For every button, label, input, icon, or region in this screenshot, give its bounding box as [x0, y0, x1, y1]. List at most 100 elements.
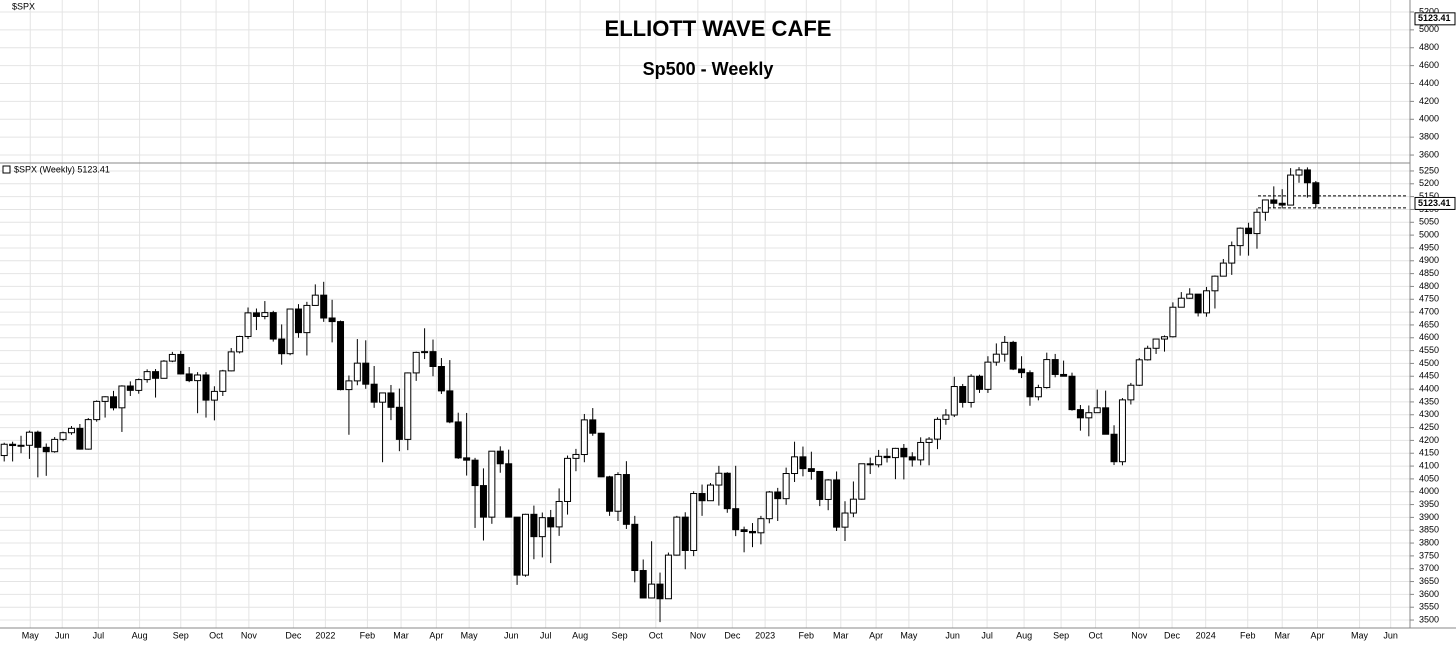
candle-body [0, 443, 8, 457]
x-tick-label: Nov [241, 630, 258, 640]
candle-body [177, 353, 185, 375]
candle-body [1068, 375, 1076, 411]
candle-body [782, 473, 790, 500]
candle-body [320, 294, 328, 319]
candle-body [547, 517, 555, 528]
candle-body [639, 570, 647, 599]
candle-body [580, 419, 588, 456]
x-tick-label: Dec [724, 630, 741, 640]
candle-body [530, 513, 538, 538]
main-legend: $SPX (Weekly) 5123.41 [14, 164, 110, 174]
candle-body [286, 308, 294, 355]
x-tick-label: Oct [1089, 630, 1104, 640]
candle-body [933, 418, 941, 440]
legend-icon [2, 165, 11, 174]
x-tick-label: Aug [1016, 630, 1032, 640]
candle-body [1312, 182, 1320, 205]
candle-body [521, 513, 529, 576]
candle-body [740, 529, 748, 533]
x-tick-label: Jun [504, 630, 519, 640]
y-tick-label: 4150 [1419, 448, 1439, 458]
candle-body [749, 531, 757, 534]
candle-body [908, 456, 916, 461]
candle-body [757, 518, 765, 534]
y-tick-label: 4800 [1419, 281, 1439, 291]
candle-body [101, 396, 109, 402]
candle-body [345, 380, 353, 391]
candle-body [631, 523, 639, 572]
x-tick-label: Apr [1311, 630, 1325, 640]
candle-body [1228, 245, 1236, 264]
x-tick-label: Oct [649, 630, 664, 640]
x-tick-label: May [22, 630, 40, 640]
candle-body [833, 479, 841, 528]
y-tick-label: 4250 [1419, 422, 1439, 432]
candle-body [454, 421, 462, 459]
x-tick-label: Sep [612, 630, 628, 640]
candle-body [202, 374, 210, 401]
candle-body [597, 432, 605, 478]
x-tick-label: Jun [945, 630, 960, 640]
x-tick-label: 2023 [755, 630, 775, 640]
x-tick-label: May [461, 630, 479, 640]
candle-body [471, 459, 479, 487]
x-tick-label: Jul [981, 630, 993, 640]
x-tick-label: Apr [429, 630, 443, 640]
candle-body [42, 446, 50, 453]
candle-body [1001, 341, 1009, 355]
candle-body [656, 583, 664, 600]
y-tick-label: 4800 [1419, 42, 1439, 52]
x-tick-label: Nov [1131, 630, 1148, 640]
candle-body [715, 472, 723, 486]
y-tick-label: 3850 [1419, 525, 1439, 535]
candle-body [984, 361, 992, 390]
y-tick-label: 5250 [1419, 165, 1439, 175]
labels: 3500 3550 3600 3650 3700 3750 3800 3850 3900 3950… [22, 6, 1456, 640]
candle-body [135, 379, 143, 391]
y-tick-label: 5200 [1419, 178, 1439, 188]
candle-body [1135, 359, 1143, 386]
grid [0, 0, 1410, 628]
y-tick-label: 4700 [1419, 306, 1439, 316]
x-tick-label: Oct [209, 630, 224, 640]
y-tick-label: 4200 [1419, 96, 1439, 106]
y-tick-label: 4200 [1419, 435, 1439, 445]
candle-body [824, 479, 832, 500]
x-tick-label: Sep [173, 630, 189, 640]
y-tick-label: 3750 [1419, 550, 1439, 560]
x-tick-label: Dec [285, 630, 302, 640]
candle-body [1018, 368, 1026, 374]
candle-body [976, 375, 984, 390]
candle-body [572, 454, 580, 459]
candle-body [564, 457, 572, 502]
x-tick-label: Mar [1274, 630, 1290, 640]
candle-body [1026, 372, 1034, 398]
candle-body [76, 427, 84, 450]
x-tick-label: Nov [690, 630, 707, 640]
y-tick-label: 4450 [1419, 371, 1439, 381]
candle-body [118, 385, 126, 409]
x-tick-label: May [1351, 630, 1369, 640]
y-tick-label: 3600 [1419, 589, 1439, 599]
candle-body [1085, 412, 1093, 419]
y-tick-label: 4950 [1419, 242, 1439, 252]
y-tick-label: 3700 [1419, 563, 1439, 573]
y-tick-label: 3900 [1419, 512, 1439, 522]
candle-body [673, 516, 681, 556]
candle-body [589, 419, 597, 434]
candle-body [1211, 275, 1219, 292]
candle-body [614, 474, 622, 512]
candle-body [505, 463, 513, 518]
candle-body [379, 392, 387, 403]
candle-body [765, 491, 773, 520]
candle-body [698, 493, 706, 502]
y-tick-label: 3950 [1419, 499, 1439, 509]
candle-body [395, 406, 403, 440]
chart-title: ELLIOTT WAVE CAFE [605, 16, 832, 41]
x-tick-label: Aug [572, 630, 588, 640]
candle-body [1203, 290, 1211, 314]
candle-body [1152, 338, 1160, 349]
x-tick-label: Jun [1383, 630, 1398, 640]
candle-body [807, 468, 815, 472]
